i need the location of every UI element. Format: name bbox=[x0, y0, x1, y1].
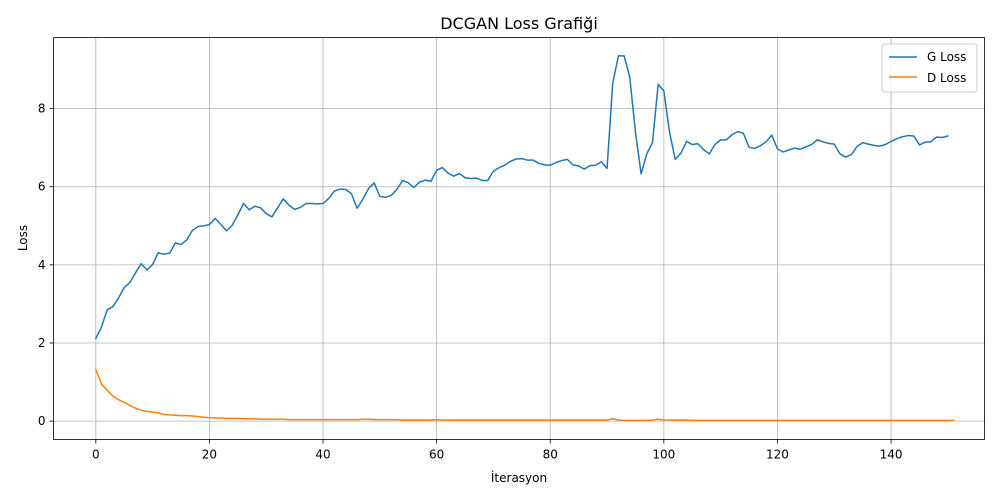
chart-title: DCGAN Loss Grafiği bbox=[440, 14, 598, 33]
y-tick-label: 6 bbox=[38, 180, 46, 194]
plot-frame bbox=[53, 37, 985, 440]
y-tick-label: 4 bbox=[38, 258, 46, 272]
series-line-d-loss bbox=[94, 368, 955, 422]
legend-box bbox=[881, 43, 978, 93]
grid bbox=[53, 37, 985, 440]
x-tick-label: 140 bbox=[880, 448, 903, 462]
y-tick-label: 8 bbox=[38, 102, 46, 116]
y-tick-label: 2 bbox=[38, 336, 46, 350]
x-tick-label: 80 bbox=[543, 448, 558, 462]
series-layer bbox=[94, 55, 955, 422]
y-axis-label: Loss bbox=[16, 225, 30, 251]
x-tick-label: 100 bbox=[652, 448, 675, 462]
x-tick-label: 120 bbox=[766, 448, 789, 462]
x-axis: 0 20 40 60 80 100 120 140 bbox=[92, 439, 903, 462]
x-tick-label: 40 bbox=[315, 448, 330, 462]
x-axis-label: İterasyon bbox=[491, 470, 547, 485]
series-line-g-loss bbox=[94, 55, 949, 340]
legend-label-d-loss: D Loss bbox=[927, 71, 966, 85]
legend: G Loss D Loss bbox=[881, 43, 978, 93]
x-tick-label: 20 bbox=[202, 448, 217, 462]
x-tick-label: 0 bbox=[92, 448, 100, 462]
x-tick-label: 60 bbox=[429, 448, 444, 462]
y-axis: 0 2 4 6 8 bbox=[38, 102, 54, 428]
legend-label-g-loss: G Loss bbox=[927, 50, 966, 64]
y-tick-label: 0 bbox=[38, 414, 46, 428]
